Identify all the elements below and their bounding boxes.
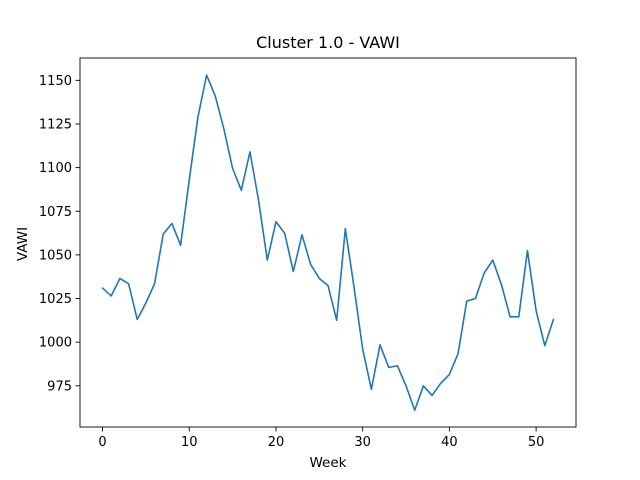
y-tick-label: 1050 <box>39 248 72 263</box>
chart-title: Cluster 1.0 - VAWI <box>256 33 400 52</box>
y-tick-label: 1075 <box>39 205 72 220</box>
x-tick-label: 50 <box>528 435 545 450</box>
axes-frame <box>79 57 577 428</box>
y-axis-label: VAWI <box>15 227 31 261</box>
x-tick-label: 0 <box>98 435 106 450</box>
x-tick-label: 40 <box>441 435 458 450</box>
y-tick-label: 975 <box>47 379 72 394</box>
y-tick-label: 1125 <box>39 117 72 132</box>
plot-area: 0 10 20 30 40 50 975 1000 1025 1050 1075 1100 1125 11… <box>39 57 577 450</box>
y-tick-label: 1100 <box>39 161 72 176</box>
x-axis-label: Week <box>310 455 347 471</box>
y-tick-label: 1000 <box>39 336 72 351</box>
x-tick-label: 20 <box>268 435 285 450</box>
y-tick-label: 1025 <box>39 292 72 307</box>
series-line-0 <box>101 74 555 412</box>
y-tick-label: 1150 <box>39 74 72 89</box>
x-tick-label: 30 <box>354 435 371 450</box>
x-tick-label: 10 <box>181 435 198 450</box>
